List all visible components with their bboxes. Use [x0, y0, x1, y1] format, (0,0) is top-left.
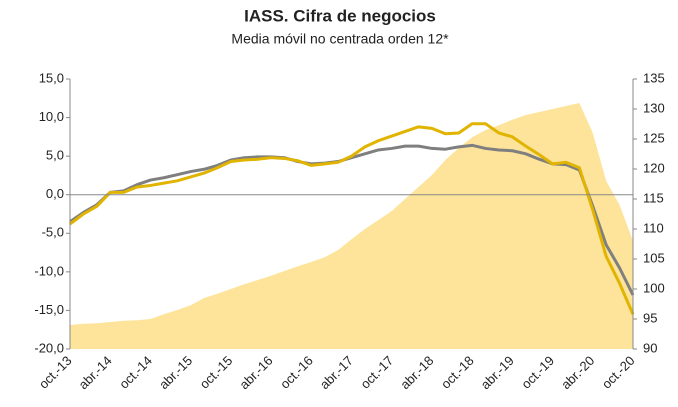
- y-tick-label: -15,0: [34, 302, 64, 317]
- y2-tick-label: 95: [643, 310, 657, 325]
- chart-title: IASS. Cifra de negocios: [244, 6, 436, 25]
- x-tick-label: oct.-19: [518, 353, 557, 392]
- x-tick-label: abr.-18: [397, 353, 436, 392]
- x-tick-label: abr.-15: [156, 353, 195, 392]
- y2-tick-label: 125: [643, 130, 665, 145]
- y2-tick-label: 90: [643, 340, 657, 355]
- y2-tick-label: 130: [643, 100, 665, 115]
- chart-subtitle: Media móvil no centrada orden 12*: [231, 31, 449, 47]
- x-tick-label: oct.-18: [438, 353, 477, 392]
- x-tick-label: oct.-13: [36, 353, 75, 392]
- y2-tick-label: 100: [643, 280, 665, 295]
- line-layer: [69, 122, 635, 315]
- y2-tick-label: 110: [643, 220, 664, 235]
- y-tick-label: 15,0: [39, 70, 64, 85]
- x-tick-label: abr.-14: [76, 353, 115, 392]
- y2-tick-label: 120: [643, 160, 665, 175]
- x-tick-label: oct.-17: [358, 353, 397, 392]
- y-tick-label: 10,0: [39, 109, 64, 124]
- y-tick-label: 0,0: [46, 186, 64, 201]
- x-tick-label: abr.-16: [236, 353, 275, 392]
- y-tick-label: -5,0: [42, 225, 64, 240]
- line: [69, 122, 635, 315]
- x-tick-label: oct.-20: [599, 353, 638, 392]
- x-tick-label: oct.-14: [116, 353, 155, 392]
- y2-tick-label: 105: [643, 250, 665, 265]
- y-tick-label: 5,0: [46, 148, 64, 163]
- area: [70, 103, 633, 349]
- x-tick-label: oct.-15: [197, 353, 236, 392]
- y2-tick-label: 135: [643, 70, 665, 85]
- x-tick-label: abr.-19: [478, 353, 517, 392]
- x-tick-label: oct.-16: [277, 353, 316, 392]
- x-tick-label: abr.-20: [558, 353, 597, 392]
- x-tick-label: abr.-17: [317, 353, 356, 392]
- area-layer: [70, 103, 633, 349]
- y2-tick-label: 115: [643, 190, 664, 205]
- y-tick-label: -10,0: [34, 263, 64, 278]
- y-tick-label: -20,0: [34, 340, 64, 355]
